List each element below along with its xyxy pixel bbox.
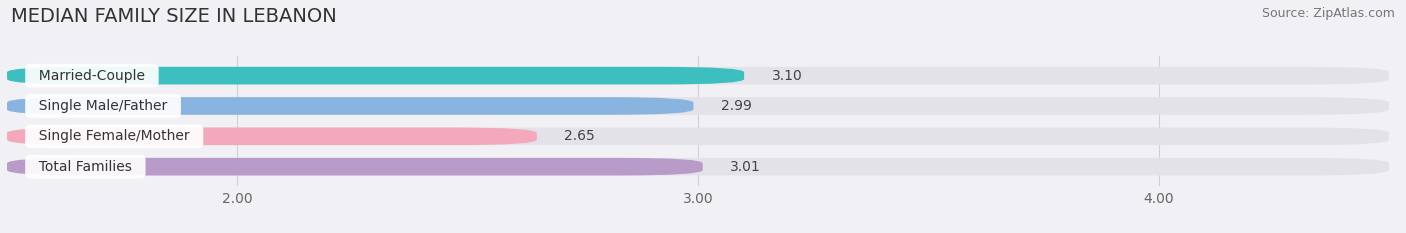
Text: Single Male/Father: Single Male/Father [30,99,176,113]
FancyBboxPatch shape [7,67,744,84]
Text: Single Female/Mother: Single Female/Mother [30,129,198,143]
Text: Total Families: Total Families [30,160,141,174]
Text: 2.99: 2.99 [721,99,752,113]
FancyBboxPatch shape [7,158,703,175]
Text: Married-Couple: Married-Couple [30,69,153,83]
FancyBboxPatch shape [7,97,693,115]
FancyBboxPatch shape [7,127,1389,145]
FancyBboxPatch shape [7,158,1389,175]
Text: 2.65: 2.65 [564,129,595,143]
Text: Source: ZipAtlas.com: Source: ZipAtlas.com [1261,7,1395,20]
FancyBboxPatch shape [7,127,537,145]
FancyBboxPatch shape [7,67,1389,84]
Text: 3.10: 3.10 [772,69,803,83]
Text: MEDIAN FAMILY SIZE IN LEBANON: MEDIAN FAMILY SIZE IN LEBANON [11,7,337,26]
FancyBboxPatch shape [7,97,1389,115]
Text: 3.01: 3.01 [730,160,761,174]
